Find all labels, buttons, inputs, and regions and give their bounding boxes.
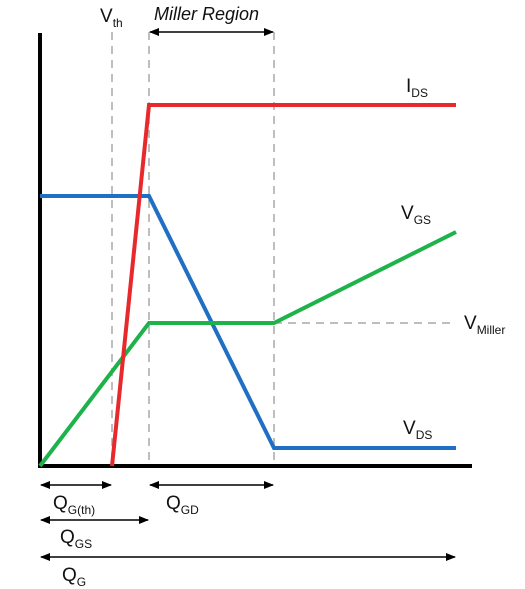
vds-label: VDS bbox=[403, 418, 432, 442]
vth-label: Vth bbox=[100, 6, 123, 30]
qg-label: QG bbox=[62, 565, 86, 589]
ids-curve bbox=[110, 103, 456, 467]
vgs-curve bbox=[38, 230, 457, 468]
vgs-label: VGS bbox=[401, 203, 431, 227]
qgth-label: QG(th) bbox=[53, 493, 95, 517]
ids-label: IDS bbox=[406, 76, 428, 100]
qgs-label: QGS bbox=[60, 527, 92, 551]
qgd-label: QGD bbox=[166, 493, 199, 517]
vmiller-label: VMiller bbox=[464, 313, 505, 337]
miller-region-title: Miller Region bbox=[154, 4, 259, 24]
